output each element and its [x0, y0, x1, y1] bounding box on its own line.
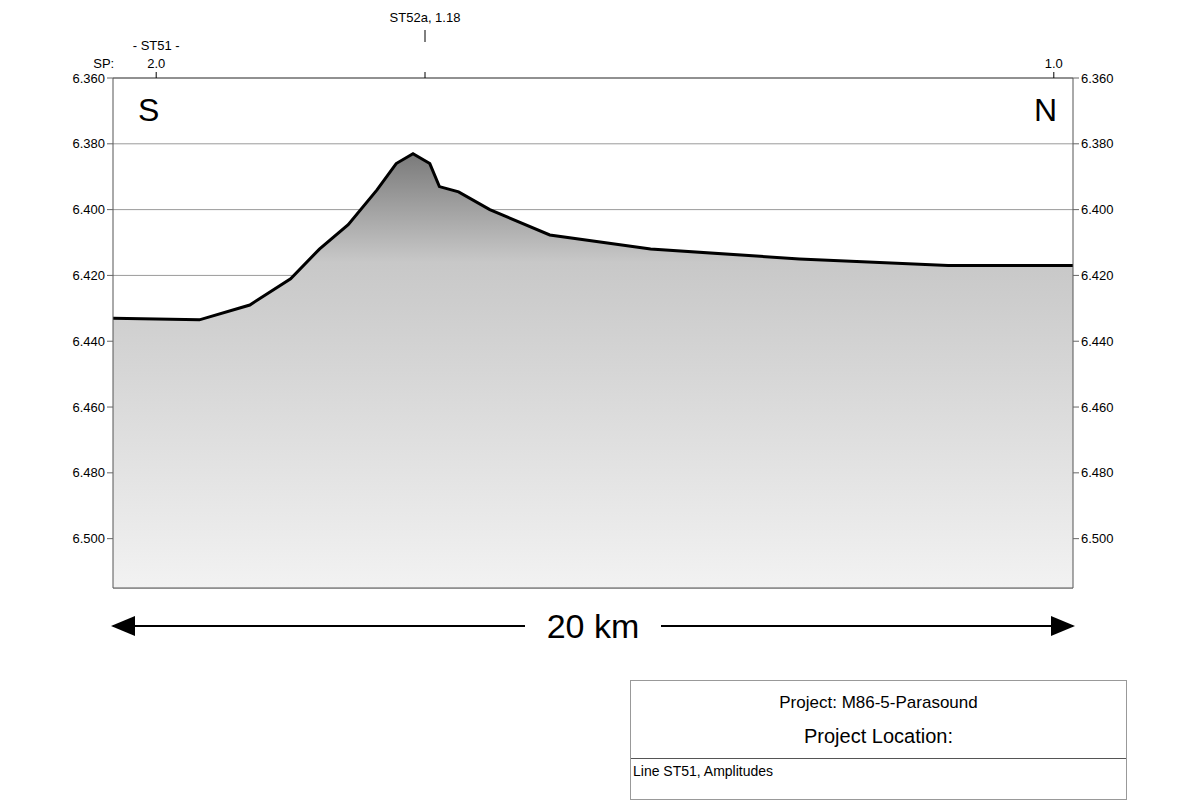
svg-text:6.460: 6.460: [1081, 400, 1114, 415]
html-text:S: S: [138, 92, 160, 128]
svg-text:20 km: 20 km: [547, 607, 640, 645]
html-text:Project: M86-5-Parasound: Project: M86-5-Parasound: [779, 693, 978, 712]
svg-text:6.480: 6.480: [1081, 465, 1114, 480]
svg-text:6.440: 6.440: [72, 334, 105, 349]
svg-text:6.480: 6.480: [72, 465, 105, 480]
html-text:N: N: [1034, 92, 1058, 128]
svg-text:ST52a, 1.18: ST52a, 1.18: [390, 10, 461, 25]
svg-text:6.420: 6.420: [1081, 268, 1114, 283]
html-text:Project Location:: Project Location:: [804, 725, 953, 747]
svg-text:6.360: 6.360: [72, 71, 105, 86]
svg-text:6.500: 6.500: [72, 531, 105, 546]
svg-text:- ST51 -: - ST51 -: [133, 38, 180, 53]
svg-text:6.400: 6.400: [72, 202, 105, 217]
svg-text:2.0: 2.0: [147, 56, 165, 71]
svg-text:6.400: 6.400: [1081, 202, 1114, 217]
svg-text:SP:: SP:: [93, 56, 114, 71]
svg-text:6.380: 6.380: [1081, 136, 1114, 151]
html-text:Line ST51, Amplitudes: Line ST51, Amplitudes: [633, 763, 774, 779]
svg-text:6.360: 6.360: [1081, 71, 1114, 86]
svg-text:6.380: 6.380: [72, 136, 105, 151]
svg-text:1.0: 1.0: [1045, 56, 1063, 71]
svg-text:6.420: 6.420: [72, 268, 105, 283]
svg-text:6.460: 6.460: [72, 400, 105, 415]
svg-text:6.500: 6.500: [1081, 531, 1114, 546]
svg-text:6.440: 6.440: [1081, 334, 1114, 349]
